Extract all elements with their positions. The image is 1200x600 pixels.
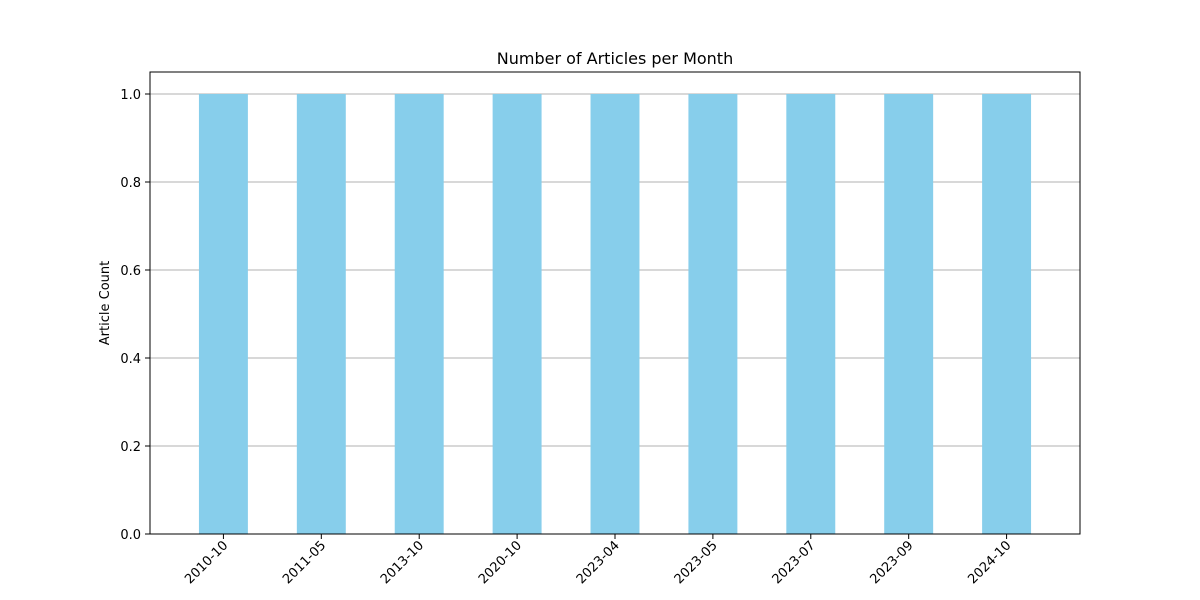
- y-tick-label: 0.6: [120, 264, 141, 279]
- y-tick-label: 0.0: [120, 528, 141, 543]
- bar-2013-10: [394, 94, 444, 534]
- chart-title: Number of Articles per Month: [497, 49, 733, 68]
- y-tick-label: 0.4: [120, 352, 141, 367]
- y-tick-label: 0.2: [120, 440, 141, 455]
- bar-2023-09: [884, 94, 934, 534]
- bar-2020-10: [492, 94, 542, 534]
- bars: [198, 94, 1032, 534]
- bar-2023-07: [786, 94, 836, 534]
- bar-2010-10: [198, 94, 248, 534]
- y-axis-ticks: 0.0 0.2 0.4 0.6 0.8 1.0: [120, 88, 150, 543]
- bar-2023-04: [590, 94, 640, 534]
- bar-2011-05: [296, 94, 346, 534]
- plot-frame: [149, 71, 1081, 535]
- bar-2023-05: [688, 94, 738, 534]
- y-tick-label: 0.8: [120, 176, 141, 191]
- y-axis-label: Article Count: [98, 261, 113, 345]
- y-tick-label: 1.0: [120, 88, 141, 103]
- bar-2024-10: [982, 94, 1032, 534]
